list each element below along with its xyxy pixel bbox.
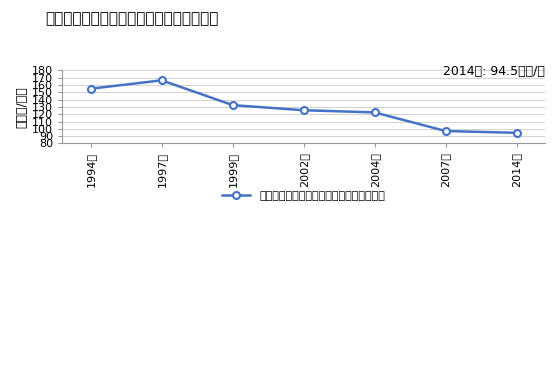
Y-axis label: ［万円/㎡］: ［万円/㎡］ (15, 86, 28, 128)
Text: 小売業の店舗１平米当たり年間商品販売額: 小売業の店舗１平米当たり年間商品販売額 (45, 11, 218, 26)
Text: 2014年: 94.5万円/㎡: 2014年: 94.5万円/㎡ (443, 65, 545, 78)
Legend: 小売業の店舗１平米当たり年間商品販売額: 小売業の店舗１平米当たり年間商品販売額 (218, 187, 389, 206)
